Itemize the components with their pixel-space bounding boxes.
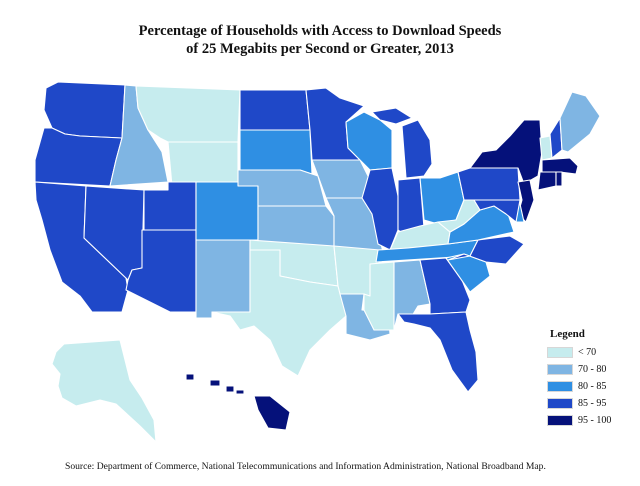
state-mi xyxy=(371,107,433,179)
state-ny xyxy=(469,119,543,185)
state-sd xyxy=(239,129,313,175)
legend-label: 70 - 80 xyxy=(578,364,607,375)
legend-label: 95 - 100 xyxy=(578,415,612,426)
state-ri xyxy=(555,171,563,187)
state-fl xyxy=(397,311,479,393)
legend-swatch xyxy=(547,347,573,358)
legend-item: 70 - 80 xyxy=(547,361,627,378)
state-me xyxy=(559,91,601,153)
state-nc xyxy=(447,235,525,265)
source-note: Source: Department of Commerce, National… xyxy=(65,461,546,472)
state-ct xyxy=(537,171,557,191)
state-ak xyxy=(51,339,157,443)
legend-swatch xyxy=(547,364,573,375)
state-mt xyxy=(135,85,241,143)
state-wy xyxy=(167,141,239,187)
title-line-2: of 25 Megabits per Second or Greater, 20… xyxy=(186,41,454,57)
legend-item: 85 - 95 xyxy=(547,395,627,412)
state-co xyxy=(195,181,259,241)
state-md xyxy=(473,199,521,223)
state-tx xyxy=(211,249,347,377)
state-nm xyxy=(195,239,251,319)
state-ut xyxy=(143,181,197,231)
map-title: Percentage of Households with Access to … xyxy=(0,22,640,58)
legend-label: < 70 xyxy=(578,347,597,358)
title-line-1: Percentage of Households with Access to … xyxy=(138,23,502,39)
legend-label: 80 - 85 xyxy=(578,381,607,392)
legend-swatch xyxy=(547,398,573,409)
legend: Legend < 70 70 - 80 80 - 85 85 - 95 95 -… xyxy=(547,328,627,429)
state-nd xyxy=(239,89,311,131)
legend-item: < 70 xyxy=(547,344,627,361)
legend-title: Legend xyxy=(550,328,585,340)
legend-swatch xyxy=(547,381,573,392)
legend-swatch xyxy=(547,415,573,426)
state-pa xyxy=(457,167,521,201)
state-ks xyxy=(257,205,335,247)
state-hi xyxy=(185,373,291,431)
legend-item: 95 - 100 xyxy=(547,412,627,429)
legend-item: 80 - 85 xyxy=(547,378,627,395)
legend-label: 85 - 95 xyxy=(578,398,607,409)
